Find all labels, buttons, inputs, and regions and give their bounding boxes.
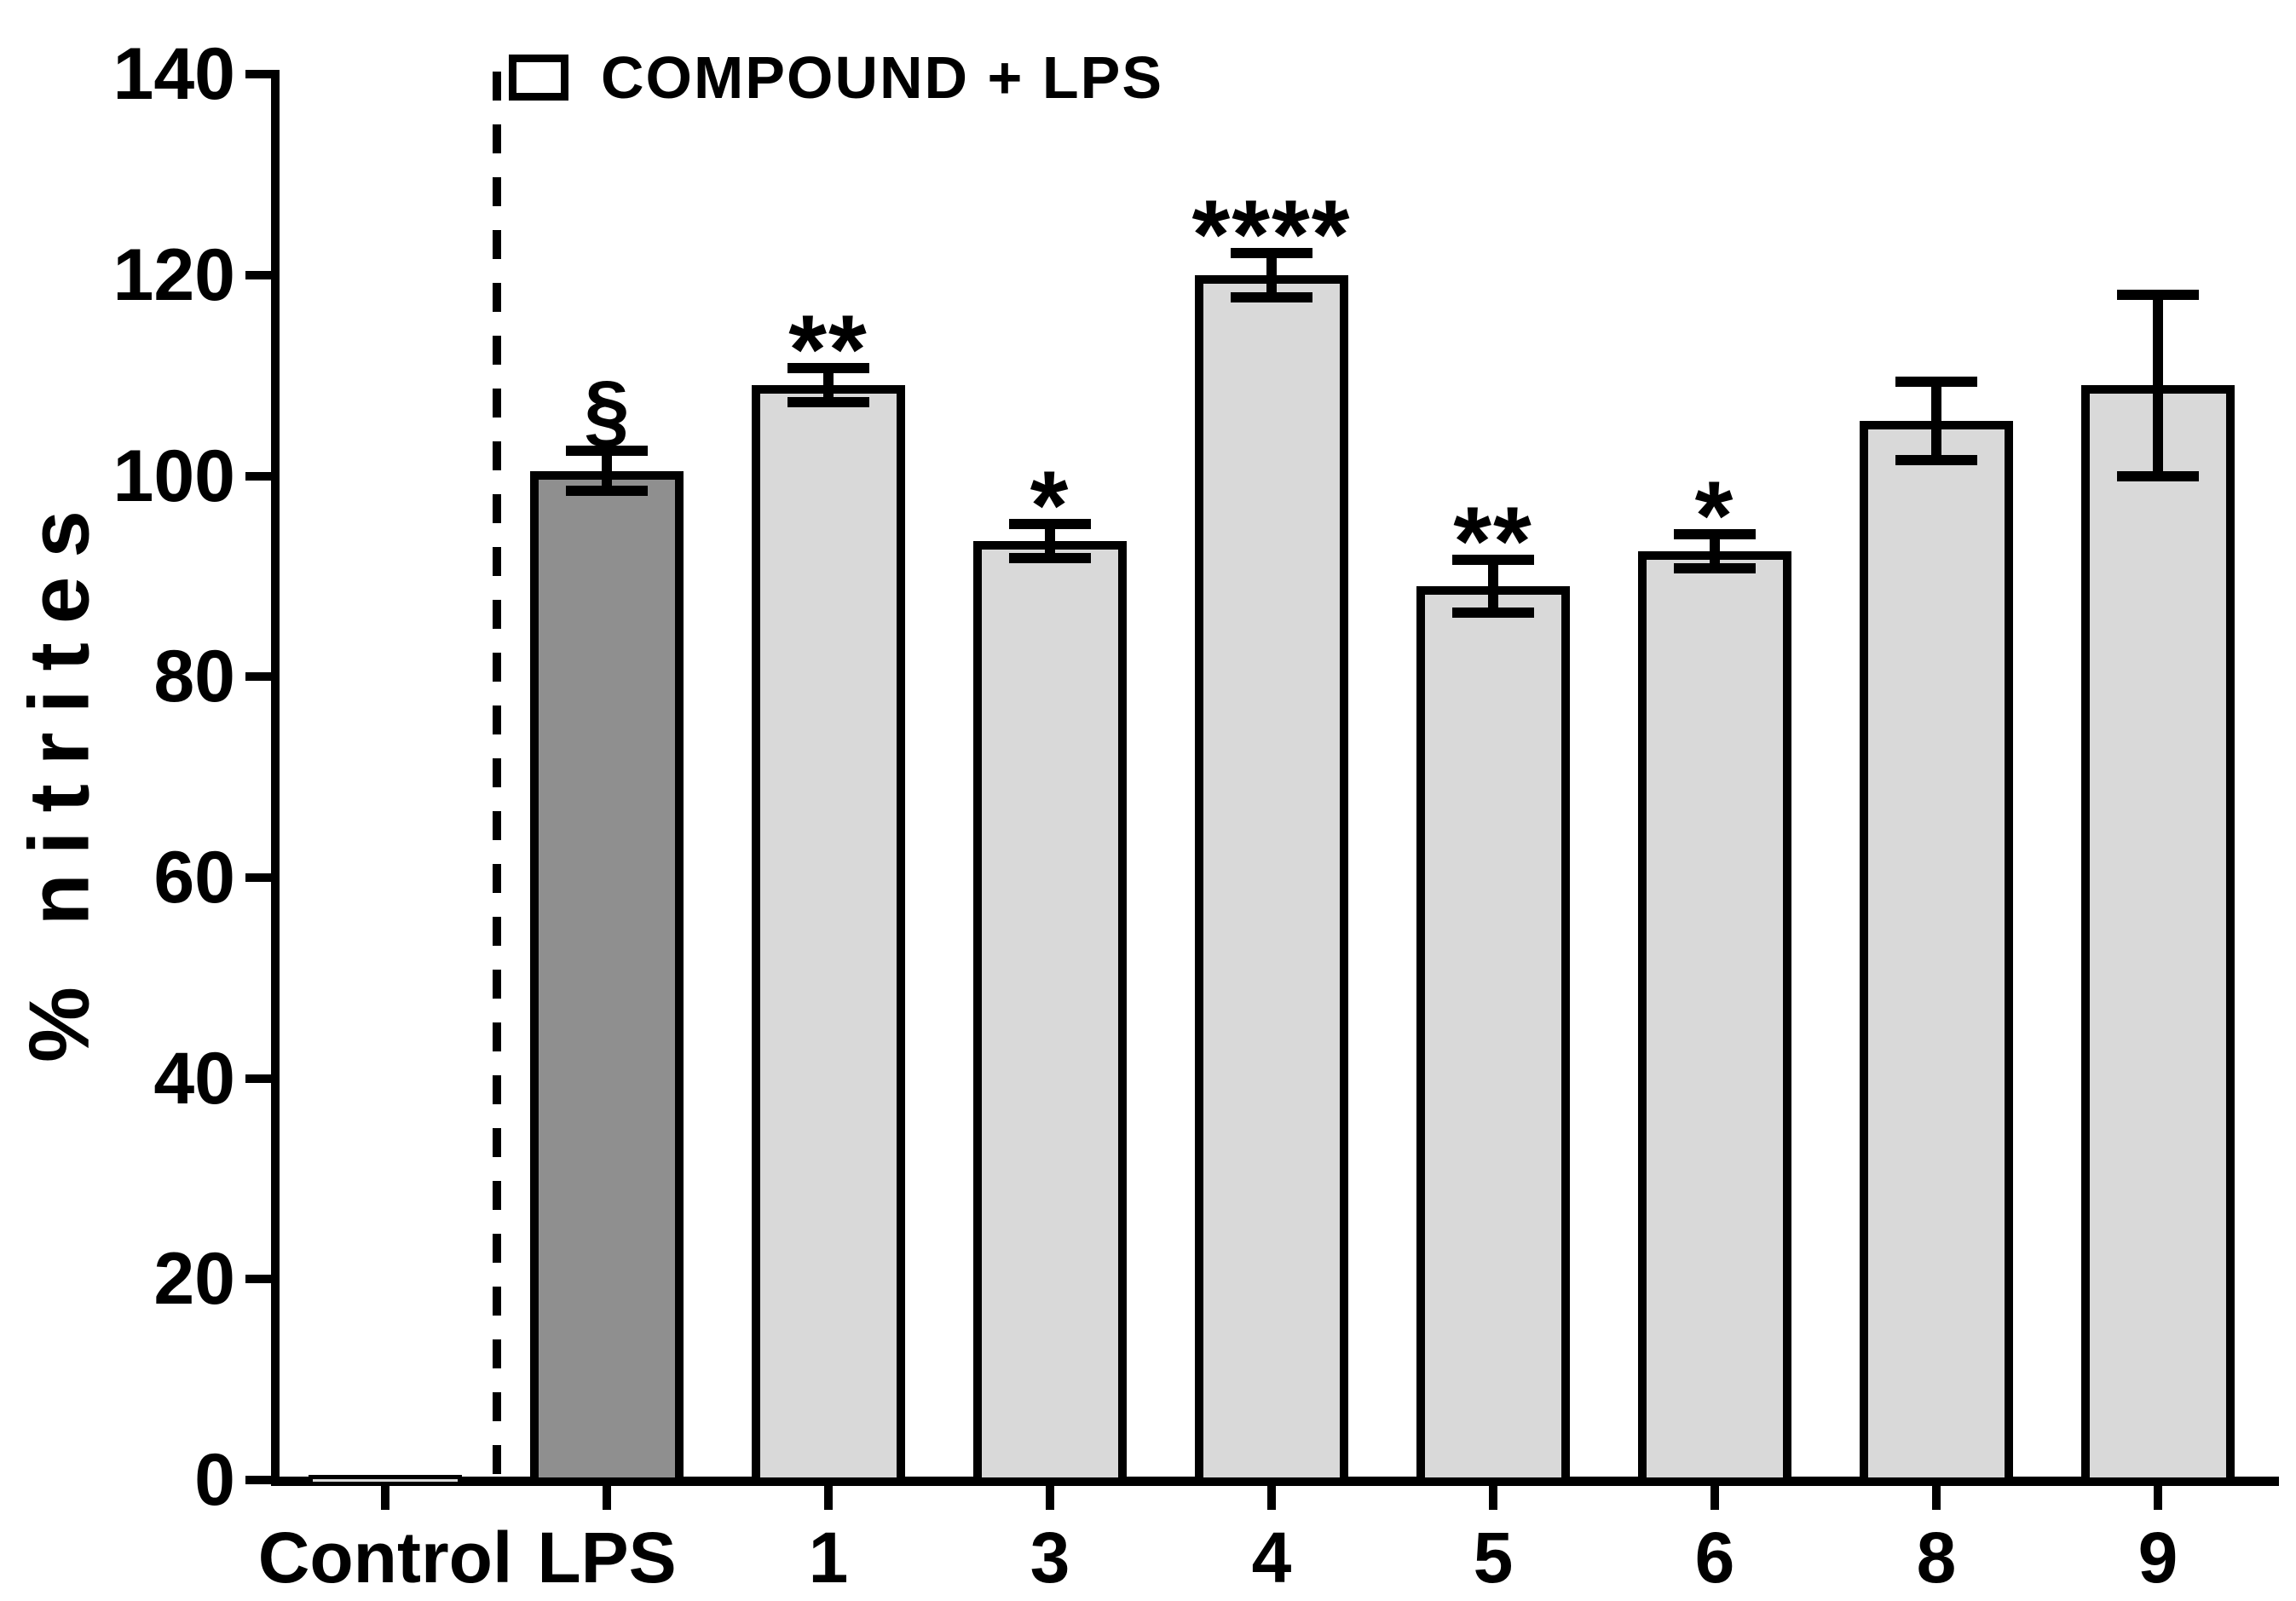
- x-tick: [603, 1486, 611, 1510]
- bar: [752, 385, 905, 1486]
- error-bar-top-cap: [1895, 377, 1977, 387]
- y-tick: [245, 873, 271, 882]
- error-bar-bottom-cap: [1009, 553, 1091, 563]
- error-bar-stem: [1045, 524, 1055, 558]
- y-tick: [245, 472, 271, 481]
- y-axis-line: [271, 70, 280, 1486]
- y-tick: [245, 70, 271, 78]
- y-axis-title: % nitrites: [11, 491, 107, 1063]
- y-tick-label: 120: [112, 234, 236, 316]
- error-bar-bottom-cap: [2117, 471, 2199, 481]
- y-tick-label: 140: [112, 33, 236, 115]
- x-tick: [1046, 1486, 1054, 1510]
- error-bar-top-cap: [566, 446, 648, 456]
- y-tick-label: 100: [112, 435, 236, 517]
- y-tick-label: 60: [153, 837, 235, 919]
- x-tick-label: LPS: [537, 1517, 677, 1598]
- legend-swatch: [509, 55, 568, 101]
- x-tick-label: 1: [808, 1517, 849, 1598]
- x-tick: [1710, 1486, 1719, 1510]
- bar: [530, 471, 684, 1486]
- y-tick: [245, 672, 271, 681]
- y-tick: [245, 1275, 271, 1283]
- x-tick-label: 8: [1916, 1517, 1957, 1598]
- error-bar-stem: [823, 368, 834, 402]
- x-tick-label: 9: [2137, 1517, 2178, 1598]
- x-tick: [381, 1486, 389, 1510]
- error-bar-bottom-cap: [566, 486, 648, 496]
- significance-annotation: *: [1030, 452, 1070, 561]
- y-tick: [245, 1476, 271, 1484]
- x-tick: [2154, 1486, 2162, 1510]
- error-bar-bottom-cap: [1231, 292, 1312, 302]
- x-tick-label: 5: [1473, 1517, 1514, 1598]
- error-bar-top-cap: [787, 363, 869, 373]
- error-bar-top-cap: [1231, 248, 1312, 258]
- error-bar-bottom-cap: [1452, 608, 1534, 618]
- error-bar-stem: [602, 451, 612, 491]
- x-tick-label: 4: [1251, 1517, 1292, 1598]
- y-tick-label: 20: [153, 1238, 235, 1320]
- error-bar-stem: [1931, 382, 1941, 460]
- x-tick-label: 6: [1694, 1517, 1735, 1598]
- significance-annotation: ****: [1191, 181, 1352, 290]
- y-tick: [245, 271, 271, 279]
- bar: [973, 541, 1127, 1486]
- x-tick: [824, 1486, 833, 1510]
- bar: [1416, 586, 1570, 1486]
- error-bar-top-cap: [2117, 290, 2199, 300]
- error-bar-stem: [1488, 560, 1498, 612]
- x-tick: [1267, 1486, 1276, 1510]
- error-bar-top-cap: [1452, 555, 1534, 565]
- bar: [1860, 421, 2013, 1486]
- error-bar-bottom-cap: [787, 397, 869, 407]
- y-tick-label: 40: [153, 1038, 235, 1120]
- error-bar-bottom-cap: [1674, 563, 1756, 573]
- error-bar-stem: [2153, 295, 2163, 475]
- error-bar-top-cap: [1009, 519, 1091, 529]
- error-bar-bottom-cap: [1895, 455, 1977, 465]
- y-tick-label: 0: [194, 1439, 235, 1521]
- significance-annotation: *: [1694, 462, 1735, 571]
- error-bar-stem: [1266, 253, 1277, 297]
- significance-annotation: §: [584, 365, 630, 456]
- y-tick: [245, 1074, 271, 1083]
- bar: [1638, 551, 1791, 1486]
- x-tick: [1489, 1486, 1497, 1510]
- significance-annotation: **: [788, 296, 868, 405]
- bar: [309, 1475, 462, 1486]
- bar: [2081, 385, 2235, 1486]
- error-bar-top-cap: [1674, 529, 1756, 539]
- y-tick-label: 80: [153, 636, 235, 717]
- dashed-separator-line: [493, 72, 501, 1477]
- significance-annotation: **: [1453, 487, 1533, 596]
- bar: [1195, 275, 1348, 1486]
- x-tick-label: 3: [1030, 1517, 1070, 1598]
- x-tick-label: Control: [257, 1517, 513, 1598]
- legend-label: COMPOUND + LPS: [601, 44, 1164, 111]
- error-bar-stem: [1710, 534, 1720, 568]
- x-tick: [1932, 1486, 1941, 1510]
